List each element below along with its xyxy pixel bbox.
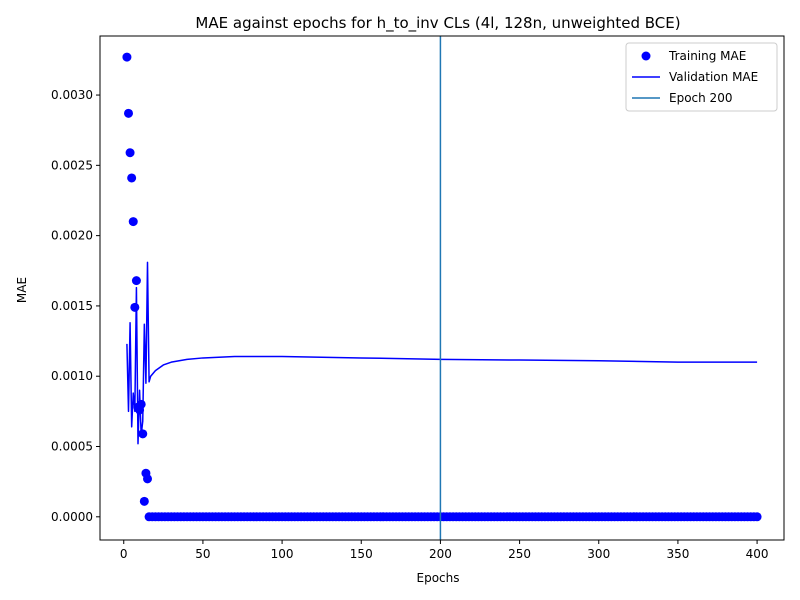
y-tick-label: 0.0015 — [51, 299, 93, 313]
x-tick-label: 100 — [271, 547, 294, 561]
x-tick-label: 200 — [429, 547, 452, 561]
y-tick-label: 0.0000 — [51, 510, 93, 524]
training-mae-point — [143, 474, 152, 484]
training-mae-point — [122, 52, 132, 62]
legend: Training MAE Validation MAE Epoch 200 — [625, 42, 778, 112]
y-tick-label: 0.0010 — [51, 369, 93, 383]
x-tick-label: 250 — [508, 547, 531, 561]
y-tick-label: 0.0020 — [51, 229, 93, 243]
x-tick-label: 0 — [120, 547, 128, 561]
validation-mae-line — [126, 261, 758, 445]
data-layer — [122, 36, 762, 540]
training-mae-point — [125, 148, 135, 158]
legend-box — [625, 42, 778, 112]
legend-marker-training-mae — [641, 51, 651, 61]
legend-label-epoch-200: Epoch 200 — [669, 91, 732, 105]
training-mae-point — [139, 496, 149, 506]
training-mae-point — [124, 108, 133, 118]
legend-label-validation-mae: Validation MAE — [669, 70, 758, 84]
x-tick-label: 300 — [587, 547, 610, 561]
training-mae-point — [127, 173, 137, 183]
training-mae-point — [130, 302, 140, 312]
y-tick-label: 0.0030 — [51, 88, 93, 102]
training-mae-point — [138, 429, 148, 439]
x-tick-label: 350 — [666, 547, 689, 561]
training-mae-point — [131, 276, 141, 286]
axes: 0 50 100 150 200 250 300 350 400 0.0000 0.0005 0.00… — [51, 35, 785, 561]
y-axis-title: MAE — [15, 277, 29, 303]
axes-frame — [99, 35, 785, 541]
training-mae-point — [128, 217, 138, 227]
training-mae-point — [752, 512, 762, 522]
x-axis-title: Epochs — [417, 571, 460, 585]
plot-area — [122, 36, 762, 540]
y-tick-label: 0.0005 — [51, 440, 93, 454]
x-tick-label: 400 — [746, 547, 769, 561]
x-tick-label: 50 — [195, 547, 210, 561]
y-tick-label: 0.0025 — [51, 158, 93, 172]
legend-label-training-mae: Training MAE — [668, 49, 746, 63]
chart-title: MAE against epochs for h_to_inv CLs (4l,… — [195, 14, 680, 33]
x-tick-label: 150 — [350, 547, 373, 561]
